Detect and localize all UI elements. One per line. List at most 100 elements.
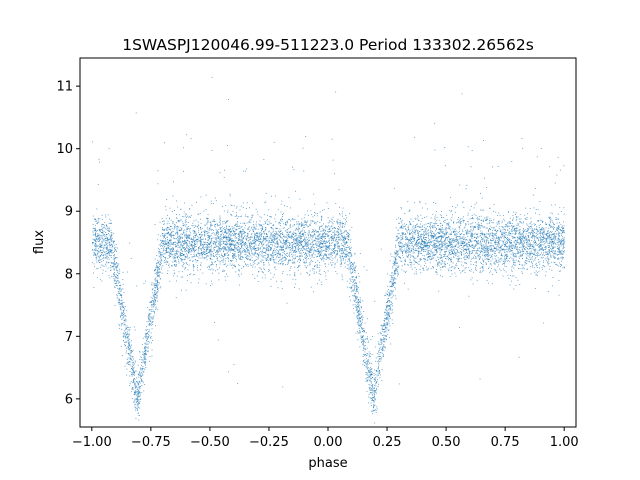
data-point	[409, 238, 411, 240]
data-point	[333, 253, 335, 254]
data-point	[170, 234, 172, 236]
data-point	[480, 243, 482, 245]
data-point	[323, 240, 325, 242]
data-point	[393, 282, 395, 284]
data-point	[482, 248, 484, 250]
data-point	[434, 233, 435, 235]
data-point	[429, 241, 431, 243]
data-point	[365, 361, 367, 362]
data-point	[239, 257, 241, 259]
data-point	[325, 237, 326, 239]
data-point	[528, 244, 530, 246]
data-point	[508, 247, 510, 249]
data-point	[475, 226, 477, 228]
data-point	[426, 253, 428, 255]
data-point	[157, 275, 159, 277]
data-point	[455, 228, 456, 230]
data-point	[471, 232, 473, 234]
data-point	[554, 251, 556, 253]
data-point	[154, 292, 156, 293]
data-point	[408, 241, 410, 243]
data-point	[398, 243, 400, 245]
data-point	[340, 256, 341, 258]
data-point	[505, 224, 506, 226]
data-point	[95, 250, 97, 252]
data-point	[426, 228, 427, 230]
data-point	[226, 221, 227, 222]
data-point	[550, 237, 552, 239]
data-point	[288, 228, 290, 230]
data-point	[528, 253, 530, 255]
data-point	[332, 242, 334, 244]
data-point	[233, 231, 235, 233]
data-point	[145, 337, 147, 339]
data-point	[409, 231, 411, 233]
data-point	[295, 190, 296, 192]
data-point	[521, 255, 523, 257]
data-point	[470, 268, 472, 270]
data-point	[360, 306, 362, 307]
data-point	[516, 247, 518, 249]
data-point	[498, 226, 500, 228]
data-point	[332, 250, 333, 251]
data-point	[536, 238, 538, 240]
data-point	[235, 212, 237, 214]
data-point	[150, 296, 152, 298]
data-point	[192, 265, 194, 267]
data-point	[363, 341, 365, 343]
data-point	[295, 247, 296, 249]
data-point	[476, 280, 478, 282]
data-point	[556, 233, 558, 235]
data-point	[513, 267, 515, 269]
data-point	[233, 205, 235, 207]
data-point	[470, 279, 472, 281]
data-point	[216, 252, 218, 254]
data-point	[214, 256, 215, 257]
data-point	[340, 231, 342, 233]
data-point	[487, 240, 489, 242]
data-point	[499, 250, 500, 252]
data-point	[495, 242, 497, 243]
data-point	[431, 235, 433, 237]
data-point	[149, 356, 151, 358]
data-point	[551, 244, 553, 246]
data-point	[382, 347, 384, 349]
data-point	[127, 346, 129, 348]
data-point	[314, 239, 316, 241]
data-point	[238, 232, 240, 234]
data-point	[154, 270, 155, 271]
data-point	[434, 243, 436, 245]
data-point	[413, 263, 415, 265]
data-point	[344, 242, 346, 244]
data-point	[195, 250, 196, 251]
data-point	[475, 215, 477, 216]
data-point	[96, 257, 98, 259]
data-point	[325, 278, 327, 280]
data-point	[406, 229, 408, 231]
data-point	[437, 232, 439, 234]
data-point	[551, 235, 553, 237]
data-point	[533, 237, 535, 239]
data-point	[524, 236, 526, 238]
data-point	[179, 237, 181, 239]
data-point	[470, 234, 472, 236]
data-point	[366, 372, 368, 374]
data-point	[322, 230, 324, 232]
data-point	[419, 223, 421, 225]
data-point	[434, 240, 436, 241]
data-point	[549, 218, 550, 219]
data-point	[140, 377, 141, 379]
data-point	[222, 246, 224, 248]
data-point	[550, 231, 551, 233]
data-point	[303, 220, 305, 222]
data-point	[370, 389, 372, 391]
data-point	[208, 250, 210, 252]
data-point	[430, 243, 431, 245]
data-point	[236, 218, 238, 219]
data-point	[162, 229, 164, 231]
data-point	[99, 229, 101, 230]
data-point	[233, 234, 235, 236]
data-point	[400, 236, 402, 238]
data-point	[95, 233, 96, 235]
data-point	[342, 227, 344, 228]
